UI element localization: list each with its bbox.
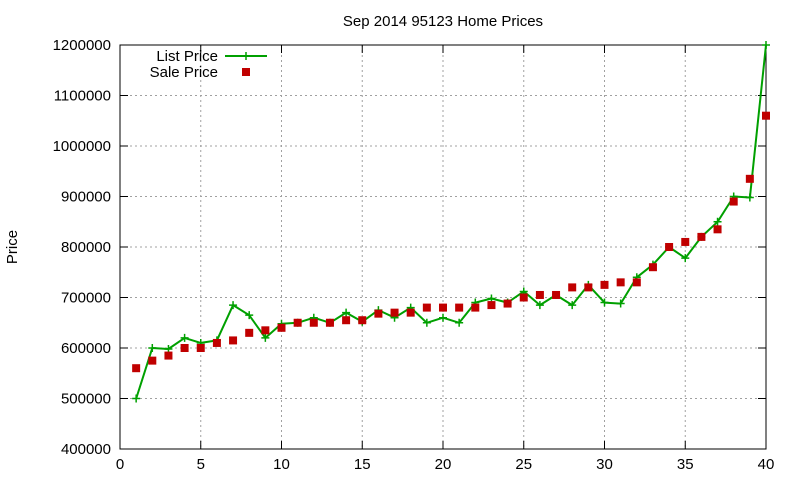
sale-price-point	[406, 308, 415, 317]
sale-price-point	[729, 197, 738, 206]
sale-price-point	[568, 283, 577, 292]
legend-label-sale-price: Sale Price	[150, 64, 218, 81]
sale-price-point	[745, 174, 754, 183]
legend-marker-list-price	[242, 52, 250, 60]
sale-price-point	[713, 225, 722, 234]
sale-price-point	[164, 351, 173, 360]
sale-price-point	[632, 278, 641, 287]
sale-price-point	[245, 328, 254, 337]
x-tick-label: 20	[435, 456, 452, 473]
list-price-point	[600, 298, 609, 307]
list-price-point	[762, 41, 770, 49]
y-tick-label: 1200000	[53, 37, 111, 54]
y-tick-label: 400000	[61, 441, 111, 458]
list-price-point	[422, 318, 431, 327]
legend-marker-sale-price	[242, 68, 250, 76]
sale-price-point	[648, 263, 657, 272]
list-price-point	[535, 301, 544, 310]
x-tick-label: 25	[515, 456, 532, 473]
sale-price-point	[309, 318, 318, 327]
sale-price-point	[358, 316, 367, 325]
list-price-point	[681, 254, 690, 263]
sale-price-point	[293, 318, 302, 327]
list-price-line	[135, 44, 767, 399]
sale-price-point	[261, 326, 270, 335]
axis-ticks	[119, 44, 767, 450]
sale-price-point	[600, 280, 609, 289]
y-tick-label: 500000	[61, 391, 111, 408]
list-price-point	[229, 301, 238, 310]
list-price-point	[132, 394, 141, 403]
sale-price-point	[503, 299, 512, 308]
chart-title: Sep 2014 95123 Home Prices	[343, 13, 543, 30]
sale-price-point	[422, 303, 431, 312]
x-tick-label: 15	[354, 456, 371, 473]
y-tick-labels: 400000 500000 600000 700000 800000 900000 1000…	[53, 37, 111, 458]
y-tick-label: 800000	[61, 239, 111, 256]
sale-price-point	[180, 344, 189, 352]
sale-price-point	[390, 308, 399, 317]
sale-price-point	[487, 301, 496, 310]
sale-price-point	[519, 293, 528, 302]
x-tick-label: 5	[197, 456, 205, 473]
sale-price-point	[681, 237, 690, 246]
sale-price-point	[455, 303, 464, 312]
x-tick-label: 40	[758, 456, 775, 473]
series-sale-price	[132, 111, 770, 373]
sale-price-point	[148, 356, 157, 365]
x-tick-labels: 0 5 10 15 20 25 30 35 40	[116, 456, 775, 473]
x-tick-label: 30	[596, 456, 613, 473]
list-price-point	[455, 318, 464, 327]
sale-price-point	[535, 290, 544, 299]
list-price-point	[342, 308, 351, 317]
y-tick-label: 900000	[61, 189, 111, 206]
y-tick-label: 1100000	[54, 88, 111, 105]
list-price-point	[713, 217, 722, 226]
list-price-point	[148, 344, 157, 352]
y-tick-label: 600000	[61, 340, 111, 357]
x-tick-label: 35	[677, 456, 694, 473]
y-axis-label: Price	[4, 230, 21, 264]
sale-price-point	[552, 290, 561, 299]
sale-price-point	[342, 316, 351, 325]
list-price-point	[245, 311, 254, 320]
sale-price-point	[132, 364, 141, 373]
sale-price-point	[196, 344, 205, 352]
x-tick-label: 0	[116, 456, 124, 473]
sale-price-point	[325, 318, 334, 327]
sale-price-point	[697, 232, 706, 241]
sale-price-point	[762, 111, 770, 120]
sale-price-point	[616, 278, 625, 287]
sale-price-point	[439, 303, 447, 312]
y-tick-label: 700000	[61, 290, 111, 307]
sale-price-point	[471, 303, 480, 312]
list-price-point	[568, 301, 577, 310]
list-price-point	[616, 299, 625, 308]
list-price-point	[745, 193, 754, 202]
x-tick-label: 10	[273, 456, 290, 473]
grid	[120, 45, 766, 449]
sale-price-point	[665, 243, 674, 251]
list-price-point	[180, 333, 189, 342]
sale-price-point	[374, 309, 383, 318]
sale-price-point	[212, 338, 221, 347]
y-tick-label: 1000000	[53, 138, 111, 155]
sale-price-point	[229, 336, 238, 345]
list-price-point	[439, 313, 447, 322]
legend: List Price Sale Price	[150, 48, 267, 81]
list-price-point	[261, 333, 270, 342]
legend-label-list-price: List Price	[156, 48, 218, 65]
sale-price-point	[584, 283, 593, 292]
sale-price-point	[277, 323, 286, 332]
